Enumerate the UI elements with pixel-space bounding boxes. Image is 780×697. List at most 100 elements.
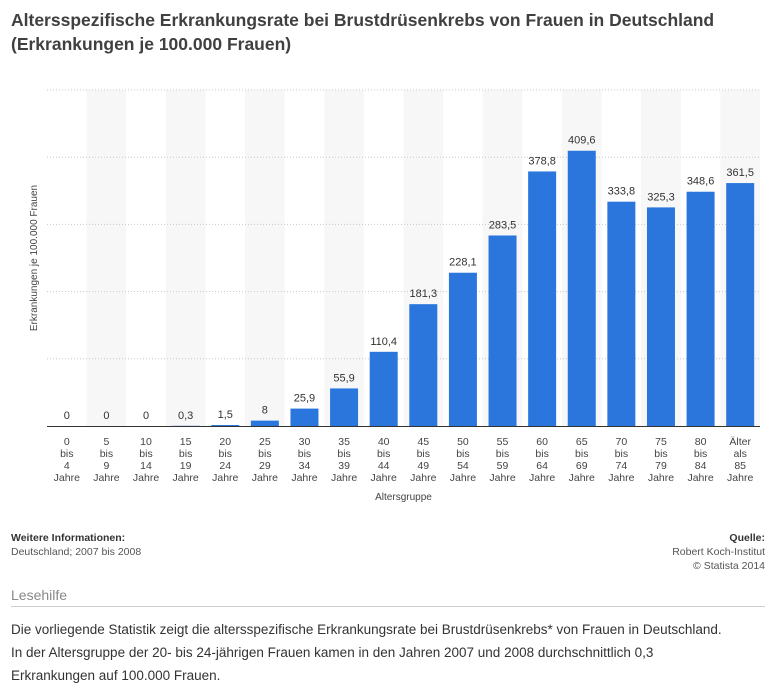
further-information-text: Deutschland; 2007 bis 2008	[11, 546, 142, 558]
column-band	[86, 90, 127, 426]
x-tick-label-line: 25	[259, 436, 271, 448]
x-tick-label-line: 70	[616, 436, 628, 448]
x-tick-label-line: Jahre	[331, 472, 357, 484]
x-tick-label-line: bis	[100, 448, 113, 460]
x-tick-label: 65 bis 69 Jahre	[569, 436, 595, 484]
x-tick-label-line: Jahre	[687, 472, 713, 484]
x-tick-label-line: 15	[180, 436, 192, 448]
x-tick-label-line: bis	[496, 448, 509, 460]
x-tick-label: 5 bis 9 Jahre	[93, 436, 119, 484]
x-tick-label-line: bis	[535, 448, 548, 460]
x-tick-label-line: bis	[258, 448, 271, 460]
x-tick-label-line: 59	[497, 460, 509, 472]
x-tick-label: 30 bis 34 Jahre	[291, 436, 317, 484]
x-tick-label-line: 0	[64, 436, 70, 448]
x-tick-label-line: 5	[103, 436, 109, 448]
bar	[646, 207, 675, 426]
x-tick-label-line: als	[733, 448, 746, 460]
value-label: 55,9	[333, 372, 354, 384]
x-tick-label-line: Jahre	[133, 472, 159, 484]
copyright: © Statista 2014	[693, 560, 765, 572]
source-info: Quelle: Robert Koch-Institut © Statista …	[672, 531, 765, 573]
x-tick-label-line: 55	[497, 436, 509, 448]
value-label: 0	[64, 410, 70, 422]
x-tick-label-line: bis	[694, 448, 707, 460]
x-tick-label-line: 45	[417, 436, 429, 448]
x-tick-label-line: 39	[338, 460, 350, 472]
x-tick-label: 25 bis 29 Jahre	[252, 436, 278, 484]
x-tick-label-line: Jahre	[489, 472, 515, 484]
bar-chart: 0 0 0 0,3 1,5 8 25,9 55,9 110,4 181,3 228,1 283,5 37…	[29, 89, 760, 503]
value-label: 25,9	[294, 393, 315, 405]
x-tick-label: 70 bis 74 Jahre	[608, 436, 634, 484]
x-tick-label: 0 bis 4 Jahre	[54, 436, 80, 484]
column-band	[245, 90, 285, 426]
x-tick-label-line: 35	[338, 436, 350, 448]
bar	[448, 272, 477, 426]
x-tick-label-line: 50	[457, 436, 469, 448]
x-tick-label-line: Jahre	[54, 472, 80, 484]
column-band	[165, 90, 206, 426]
x-tick-label-line: 19	[180, 460, 192, 472]
x-tick-label-line: 34	[299, 460, 311, 472]
x-tick-label-line: 30	[299, 436, 311, 448]
value-label: 283,5	[489, 219, 517, 231]
x-tick-label-line: 60	[536, 436, 548, 448]
value-label: 325,3	[647, 191, 675, 203]
x-tick-label-line: 20	[219, 436, 231, 448]
x-tick-label-line: 44	[378, 460, 390, 472]
lesehilfe-heading: Lesehilfe	[11, 587, 765, 607]
x-tick-label: 40 bis 44 Jahre	[371, 436, 397, 484]
bar	[607, 201, 636, 426]
x-tick-label: 10 bis 14 Jahre	[133, 436, 159, 484]
x-tick-label-line: 65	[576, 436, 588, 448]
bar	[369, 351, 398, 426]
source-name: Robert Koch-Institut	[672, 546, 765, 558]
x-tick-label-line: 84	[695, 460, 707, 472]
x-tick-label-line: Jahre	[608, 472, 634, 484]
value-labels: 0 0 0 0,3 1,5 8 25,9 55,9 110,4 181,3 228,1 283,5 37…	[64, 135, 754, 422]
x-tick-label-line: Jahre	[569, 472, 595, 484]
x-tick-label-line: 75	[655, 436, 667, 448]
x-tick-label: 80 bis 84 Jahre	[687, 436, 713, 484]
x-tick-label-line: 74	[616, 460, 628, 472]
x-tick-label-line: 85	[734, 460, 746, 472]
x-tick-label-line: bis	[139, 448, 152, 460]
x-axis-title: Altersgruppe	[375, 492, 432, 503]
x-tick-label: 55 bis 59 Jahre	[489, 436, 515, 484]
value-label: 348,6	[687, 176, 715, 188]
x-tick-label: 75 bis 79 Jahre	[648, 436, 674, 484]
chart-title: Altersspezifische Erkrankungsrate bei Br…	[11, 8, 771, 56]
value-label: 378,8	[528, 155, 556, 167]
value-label: 181,3	[410, 288, 438, 300]
bars	[171, 150, 755, 427]
x-tick-label-line: bis	[654, 448, 667, 460]
x-tick-label-line: Jahre	[410, 472, 436, 484]
x-tick-label: 15 bis 19 Jahre	[173, 436, 199, 484]
x-tick-label: 20 bis 24 Jahre	[212, 436, 238, 484]
bar	[488, 235, 517, 426]
gridlines	[47, 89, 760, 360]
bar	[409, 304, 438, 426]
column-band	[324, 90, 364, 426]
y-axis-title: Erkrankungen je 100.000 Frauen	[29, 185, 40, 331]
x-tick-label-line: 54	[457, 460, 469, 472]
x-tick-label-line: bis	[456, 448, 469, 460]
description-line-2: In der Altersgruppe der 20- bis 24-jähri…	[11, 645, 654, 660]
x-tick-label-line: Jahre	[371, 472, 397, 484]
x-tick-label-line: Älter	[729, 436, 751, 448]
value-label: 8	[262, 405, 268, 417]
x-tick-label-line: bis	[219, 448, 232, 460]
x-tick-label-line: bis	[575, 448, 588, 460]
value-label: 0,3	[178, 410, 193, 422]
bar	[330, 388, 359, 426]
x-tick-label-line: 69	[576, 460, 588, 472]
chart-title-line-2: (Erkrankungen je 100.000 Frauen)	[11, 34, 292, 54]
x-tick-label-line: Jahre	[212, 472, 238, 484]
bar	[250, 420, 279, 426]
x-tick-label-line: 10	[140, 436, 152, 448]
value-label: 1,5	[218, 409, 233, 421]
x-tick-label-line: 40	[378, 436, 390, 448]
x-tick-label: 35 bis 39 Jahre	[331, 436, 357, 484]
bar	[567, 150, 596, 427]
